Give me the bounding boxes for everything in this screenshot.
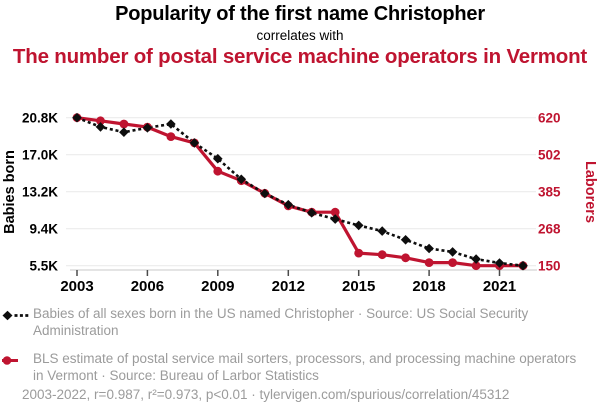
x-axis-tick-label: 2015 — [342, 278, 375, 295]
red-series-marker — [166, 132, 176, 141]
legend-item-label: BLS estimate of postal service mail sort… — [33, 351, 577, 383]
x-axis-tick-label: 2012 — [272, 278, 305, 295]
right-axis-tick-label: 150 — [538, 258, 561, 273]
right-axis-tick-label: 268 — [538, 221, 561, 236]
chart-title: Popularity of the first name Christopher — [115, 3, 485, 25]
left-axis-tick-label: 17.0K — [22, 147, 58, 162]
black-series-marker — [447, 247, 458, 257]
right-axis-tick-label: 502 — [538, 147, 561, 162]
x-axis-tick-label: 2009 — [201, 278, 234, 295]
black-series-marker — [142, 123, 153, 133]
legend-item-label: Babies of all sexes born in the US named… — [33, 306, 529, 338]
red-series-marker — [330, 207, 340, 217]
left-axis-tick-label: 5.5K — [29, 258, 58, 273]
black-series-marker — [236, 174, 247, 185]
black-series-marker — [400, 235, 411, 245]
red-series-marker — [213, 166, 223, 176]
correlates-with-label: correlates with — [256, 28, 344, 43]
red-series-marker — [96, 116, 105, 126]
red-circle-line-icon — [2, 356, 18, 365]
x-axis-tick-label: 2006 — [131, 278, 164, 295]
legend-item-postal-operators: BLS estimate of postal service mail sort… — [1, 351, 593, 384]
black-series-marker — [377, 226, 387, 236]
stats-footer: 2003-2022, r=0.987, r²=0.973, p<0.01 · t… — [22, 387, 510, 402]
black-series-marker — [518, 260, 528, 271]
x-axis-tick-label: 2003 — [60, 278, 93, 295]
left-axis-title: Babies born — [2, 150, 18, 234]
red-series-marker — [448, 258, 457, 267]
black-series-marker — [330, 214, 340, 224]
x-axis-tick-label: 2021 — [483, 278, 516, 295]
right-axis-tick-label: 385 — [538, 184, 561, 199]
black-series-marker — [260, 188, 270, 199]
legend: Babies of all sexes born in the US named… — [1, 306, 593, 396]
black-series-marker — [353, 220, 364, 231]
red-series-marker — [354, 248, 364, 258]
chart-subtitle: The number of postal service machine ope… — [12, 45, 588, 68]
black-series-marker — [72, 112, 82, 123]
black-diamond-dashed-icon — [2, 310, 29, 321]
black-series-marker — [119, 127, 129, 137]
correlation-line-chart: 20.8K 620 17.0K 502 13.2K 385 9.4K 268 5.5K 150 20… — [2, 110, 598, 295]
red-series-marker — [471, 261, 481, 271]
right-axis-title: Laborers — [582, 161, 598, 223]
right-axis-tick-label: 620 — [538, 110, 561, 125]
black-series-marker — [213, 153, 223, 164]
left-axis-tick-label: 20.8K — [22, 110, 58, 125]
red-series-marker — [377, 250, 387, 260]
black-series-marker — [471, 254, 481, 264]
left-axis-tick-label: 9.4K — [29, 221, 58, 236]
red-series-marker — [424, 258, 434, 267]
left-axis-tick-label: 13.2K — [22, 184, 58, 199]
black-series-marker — [494, 258, 505, 268]
legend-item-christopher: Babies of all sexes born in the US named… — [1, 306, 593, 339]
red-series-marker — [119, 119, 129, 129]
x-axis-tick-label: 2018 — [412, 278, 445, 295]
black-series-marker — [424, 243, 434, 254]
red-series-marker — [401, 253, 410, 263]
black-series-marker — [166, 119, 176, 129]
